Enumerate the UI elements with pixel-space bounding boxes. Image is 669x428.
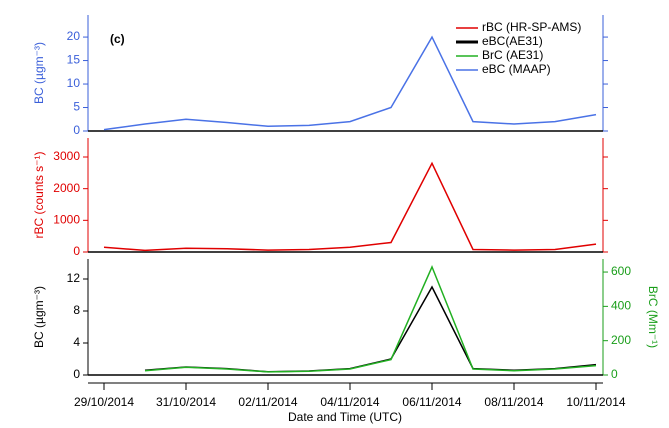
y-tick-label: 4 xyxy=(73,335,80,349)
y-tick-label: 2000 xyxy=(53,181,80,195)
y-tick-label: 3000 xyxy=(53,149,80,163)
series-line xyxy=(144,285,597,373)
x-tick-label: 08/11/2014 xyxy=(484,395,543,409)
y2-tick-label: 600 xyxy=(611,264,631,278)
x-tick-label: 02/11/2014 xyxy=(238,395,297,409)
y-axis-label: BC (µgm⁻³) xyxy=(32,42,46,104)
y-tick-label: 1000 xyxy=(53,213,80,227)
y-tick-label: 10 xyxy=(67,76,81,90)
series-line xyxy=(103,35,597,131)
x-axis-label: Date and Time (UTC) xyxy=(288,410,402,424)
legend-label: rBC (HR-SP-AMS) xyxy=(482,20,581,34)
x-tick-label: 04/11/2014 xyxy=(320,395,379,409)
x-tick-label: 06/11/2014 xyxy=(402,395,461,409)
x-tick-label: 10/11/2014 xyxy=(566,395,625,409)
legend-label: eBC (MAAP) xyxy=(482,62,551,76)
y2-tick-label: 0 xyxy=(611,367,618,381)
x-tick-label: 31/10/2014 xyxy=(156,395,216,409)
y-tick-label: 15 xyxy=(67,53,81,67)
x-tick-label: 29/10/2014 xyxy=(74,395,134,409)
y-axis-label: rBC (counts s⁻¹) xyxy=(32,151,46,238)
y-tick-label: 0 xyxy=(73,123,80,137)
y2-axis-label: BrC (Mm⁻¹) xyxy=(646,286,660,348)
y-axis-label: BC (µgm⁻³) xyxy=(32,286,46,348)
y-tick-label: 12 xyxy=(67,271,81,285)
y-tick-label: 0 xyxy=(73,367,80,381)
y2-tick-label: 200 xyxy=(611,333,631,347)
legend-label: BrC (AE31) xyxy=(482,48,543,62)
y2-tick-label: 400 xyxy=(611,299,631,313)
panel-label: (c) xyxy=(110,32,125,46)
legend-label: eBC(AE31) xyxy=(482,34,543,48)
series-line xyxy=(144,264,597,373)
y-tick-label: 5 xyxy=(73,100,80,114)
y-tick-label: 8 xyxy=(73,303,80,317)
y-tick-label: 0 xyxy=(73,244,80,258)
series-line xyxy=(103,161,597,252)
y-tick-label: 20 xyxy=(67,29,81,43)
